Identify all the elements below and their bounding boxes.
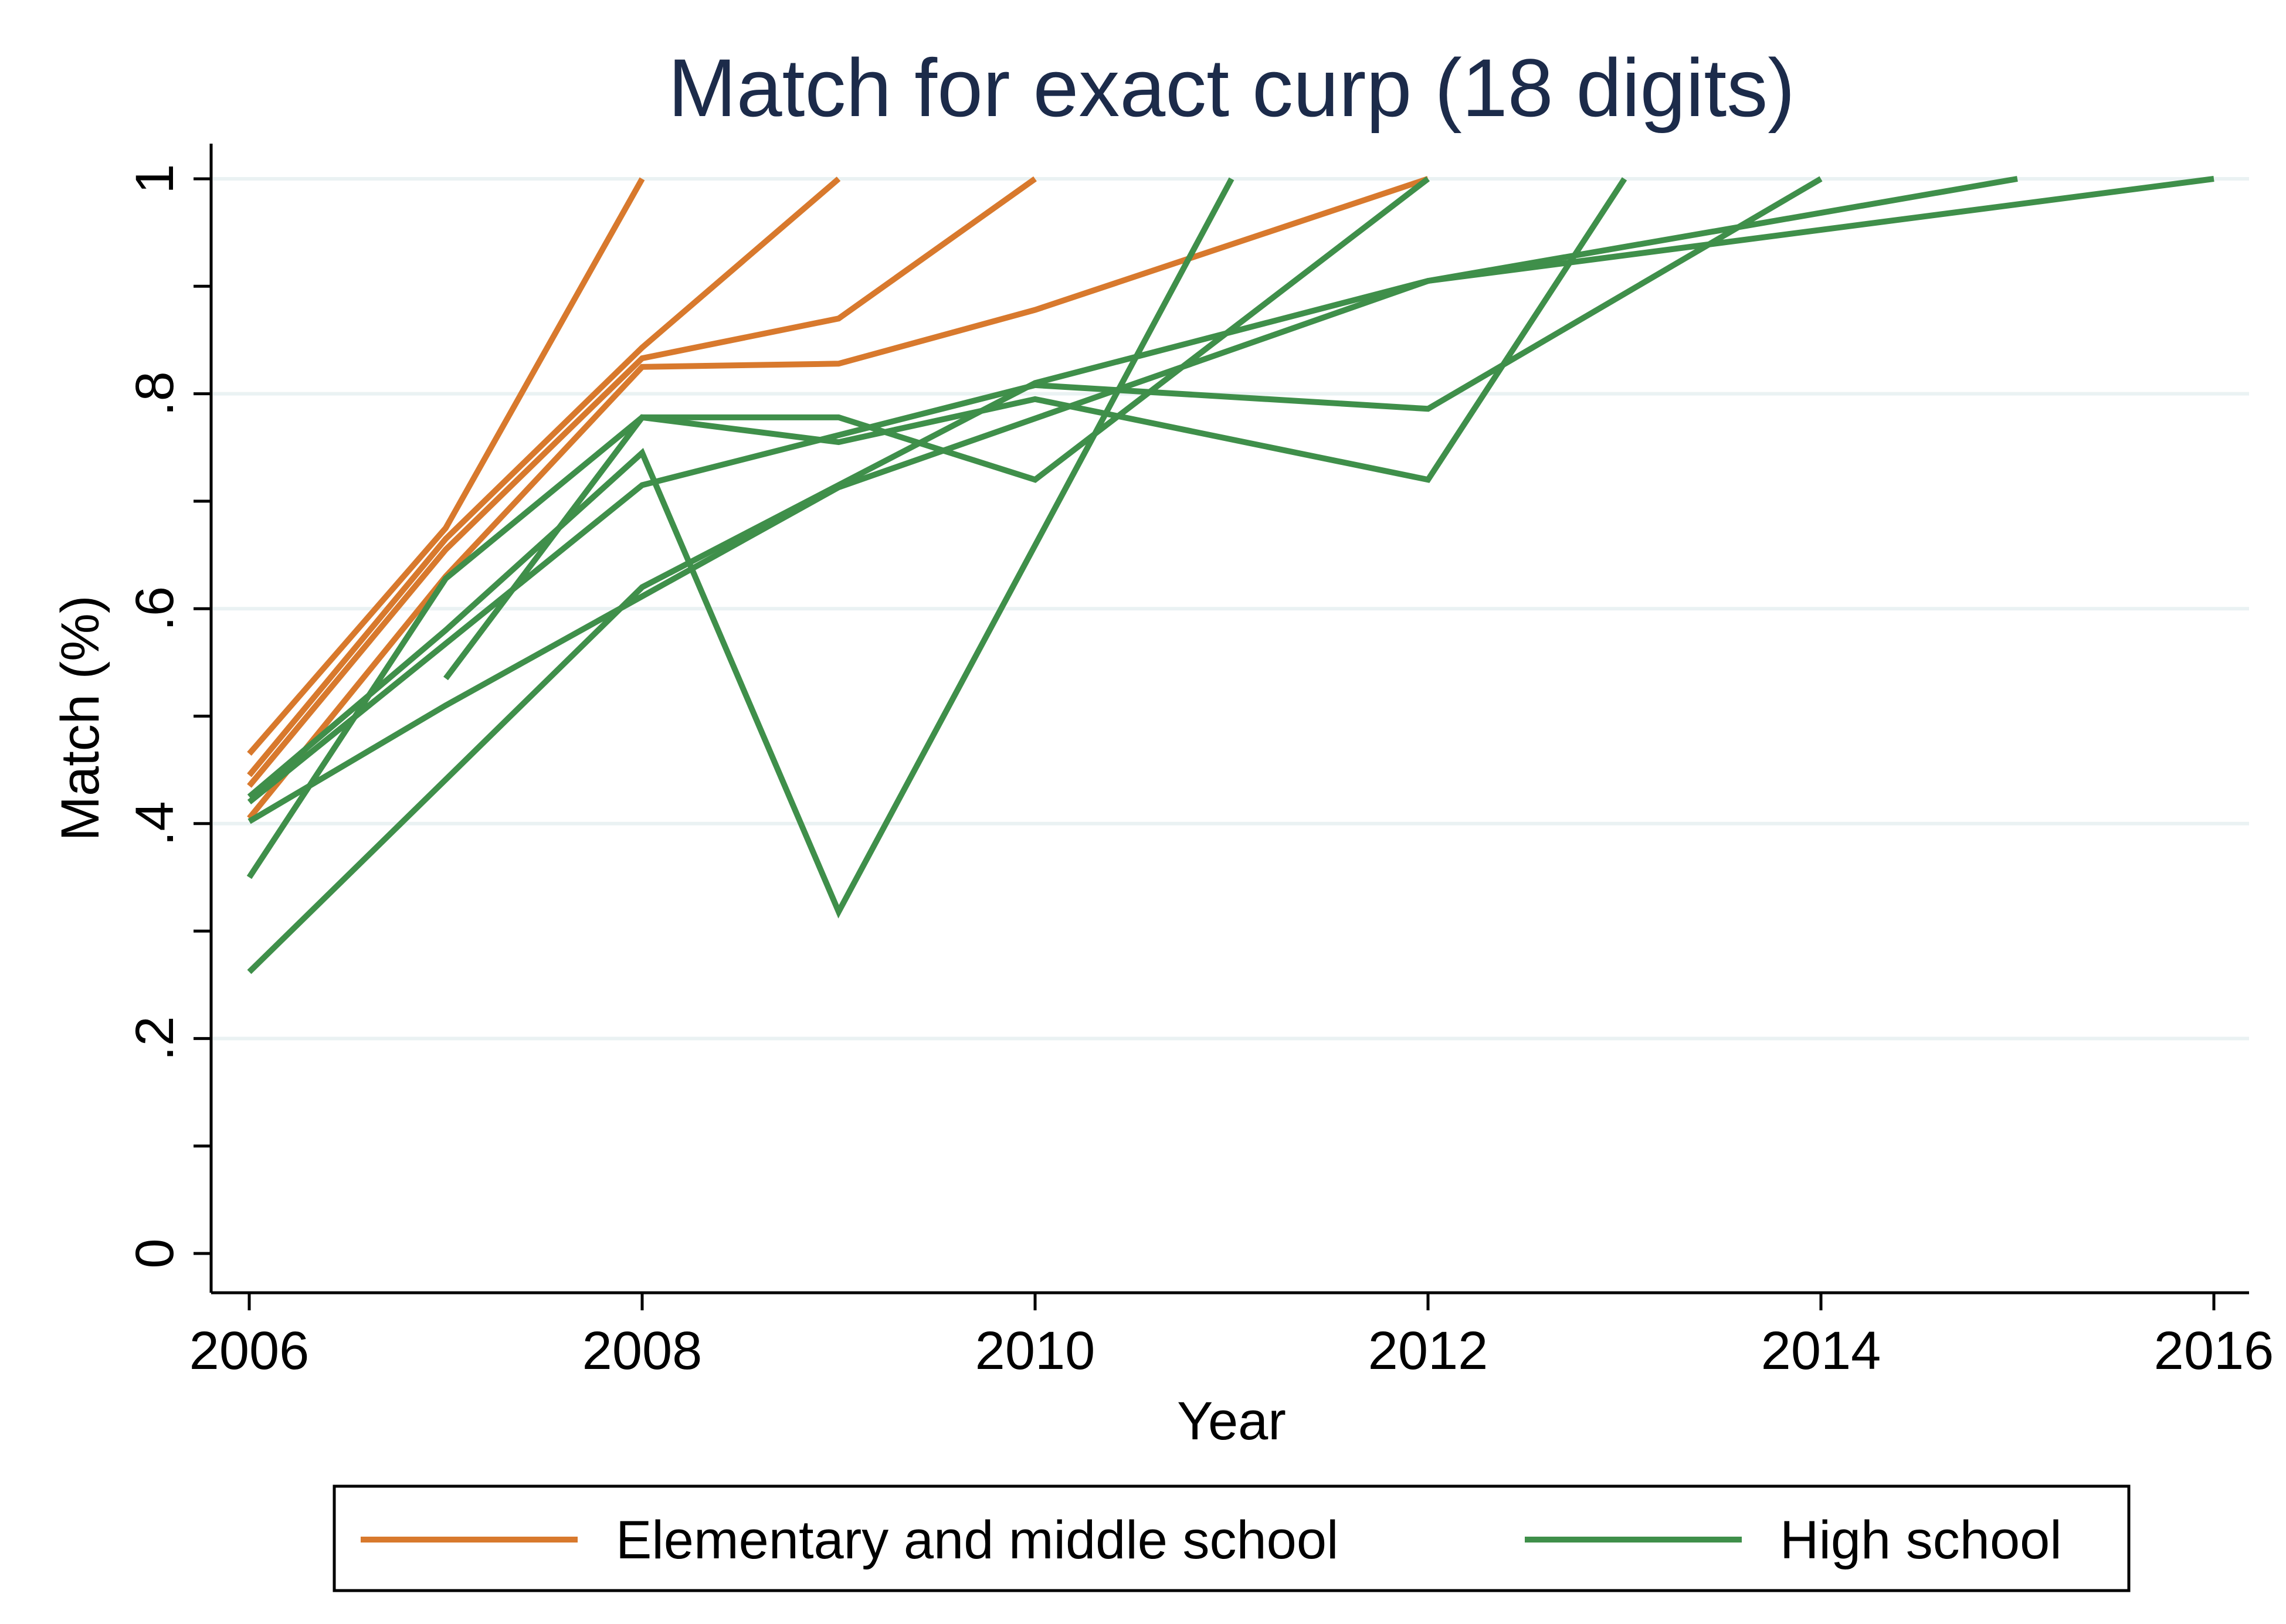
legend-label-high-school: High school xyxy=(1780,1510,2062,1570)
series-line-5 xyxy=(247,177,1234,919)
x-tick-label: 2014 xyxy=(1761,1321,1881,1381)
x-axis-title: Year xyxy=(1177,1391,1286,1451)
y-tick-label: .8 xyxy=(125,371,185,416)
x-tick-label: 2016 xyxy=(2154,1321,2274,1381)
series-line-7 xyxy=(246,177,1627,879)
axes: 0 .2 .4 .6 .8 1 2006 2008 2010 2012 2014 2016 xyxy=(125,144,2274,1381)
series-line-3 xyxy=(247,176,1037,788)
series-line-1 xyxy=(247,177,645,756)
y-tick-label: .4 xyxy=(125,801,185,846)
x-tick-label: 2006 xyxy=(189,1321,310,1381)
x-tick-label: 2012 xyxy=(1368,1321,1488,1381)
y-axis-title: Match (%) xyxy=(50,595,110,841)
y-tick-label: 0 xyxy=(125,1238,185,1268)
y-tick-label: .2 xyxy=(125,1016,185,1061)
x-tick-label: 2010 xyxy=(975,1321,1095,1381)
plot-area xyxy=(246,176,2214,974)
chart-title: Match for exact curp (18 digits) xyxy=(668,42,1795,134)
series-line-9 xyxy=(247,176,2018,974)
y-tick-label: 1 xyxy=(125,164,185,193)
series-line-4 xyxy=(247,176,1429,820)
series-line-8 xyxy=(247,176,1823,804)
gridlines xyxy=(213,177,2249,1041)
series-line-10 xyxy=(247,176,2214,824)
x-tick-label: 2008 xyxy=(582,1321,703,1381)
legend-label-elementary: Elementary and middle school xyxy=(616,1510,1338,1570)
y-tick-label: .6 xyxy=(125,586,185,631)
series-line-6 xyxy=(443,176,1430,681)
series-line-2 xyxy=(247,176,841,777)
legend: Elementary and middle school High school xyxy=(333,1484,2131,1592)
legend-box xyxy=(333,1484,2131,1592)
